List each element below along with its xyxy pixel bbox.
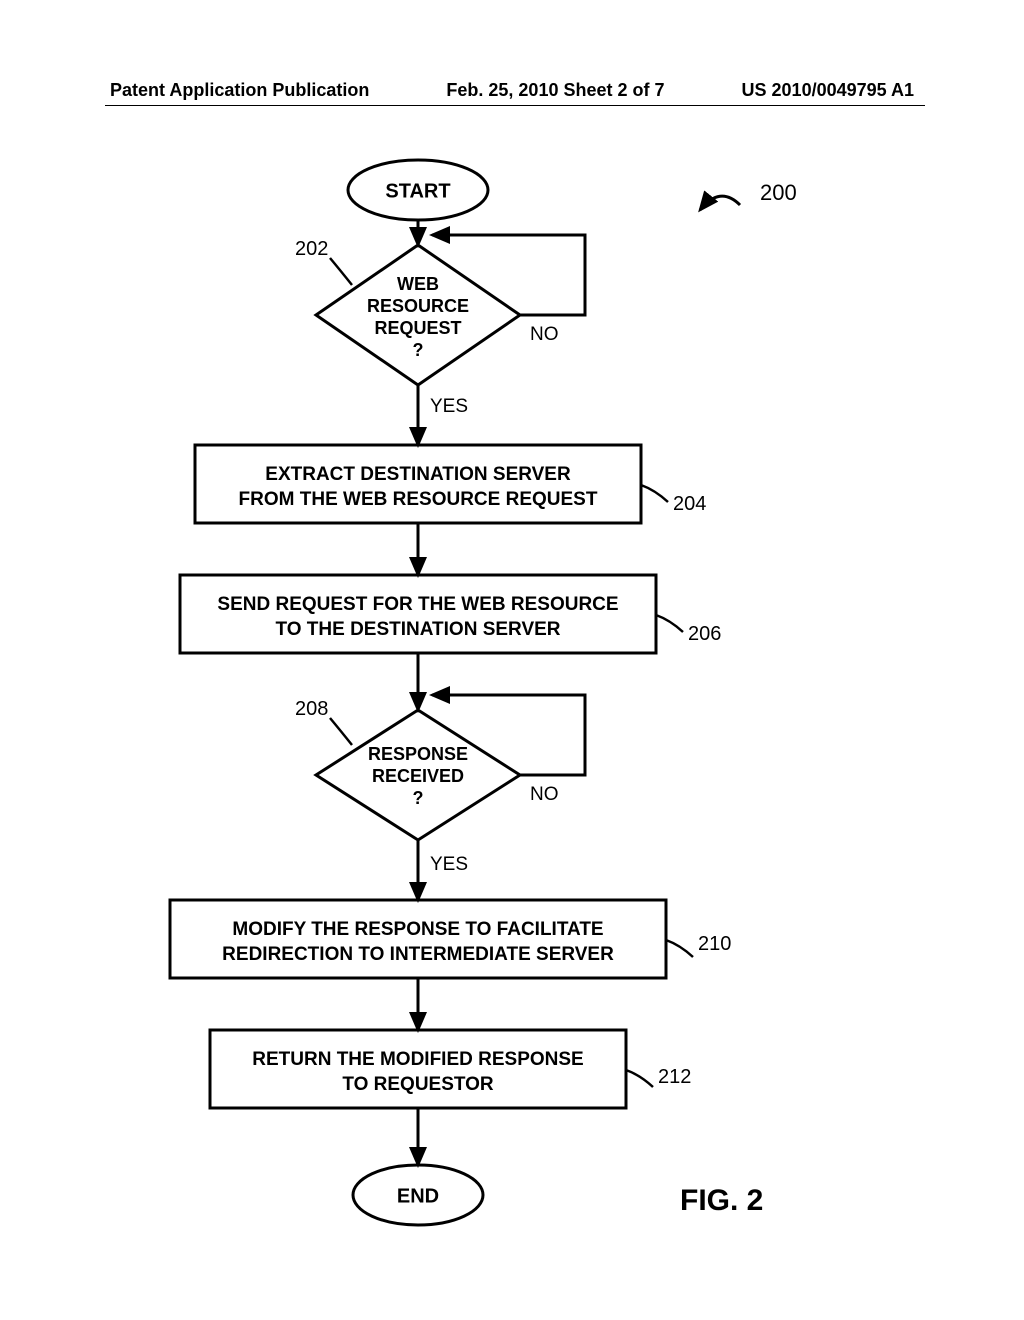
ref-202: 202	[295, 238, 328, 260]
header-right: US 2010/0049795 A1	[742, 80, 914, 101]
header-center: Feb. 25, 2010 Sheet 2 of 7	[446, 80, 664, 101]
d2-yes-label: YES	[430, 854, 468, 875]
svg-text:MODIFY THE RESPONSE TO FACILIT: MODIFY THE RESPONSE TO FACILITATE	[232, 919, 603, 940]
page-header: Patent Application Publication Feb. 25, …	[0, 80, 1024, 101]
ref-206: 206	[688, 623, 721, 645]
figure-label: FIG. 2	[680, 1184, 763, 1217]
ref-208: 208	[295, 698, 328, 720]
header-left: Patent Application Publication	[110, 80, 369, 101]
svg-text:?: ?	[413, 340, 424, 360]
flowchart-svg: 200 START WEB RESOURCE REQUEST ? 202 NO …	[0, 150, 1024, 1270]
d2-no-label: NO	[530, 784, 559, 805]
svg-text:SEND REQUEST FOR THE WEB RESOU: SEND REQUEST FOR THE WEB RESOURCE	[217, 594, 618, 615]
svg-text:RESOURCE: RESOURCE	[367, 296, 469, 316]
end-label: END	[397, 1185, 439, 1207]
d1-no-label: NO	[530, 324, 559, 345]
svg-text:REQUEST: REQUEST	[374, 318, 461, 338]
ref-210: 210	[698, 933, 731, 955]
ref-200: 200	[760, 180, 797, 205]
svg-text:REDIRECTION TO INTERMEDIATE SE: REDIRECTION TO INTERMEDIATE SERVER	[222, 944, 614, 965]
svg-text:RESPONSE: RESPONSE	[368, 744, 468, 764]
svg-text:EXTRACT DESTINATION SERVER: EXTRACT DESTINATION SERVER	[265, 464, 571, 485]
d1-yes-label: YES	[430, 396, 468, 417]
start-label: START	[385, 180, 450, 202]
svg-text:WEB: WEB	[397, 274, 439, 294]
svg-text:RETURN THE MODIFIED RESPONSE: RETURN THE MODIFIED RESPONSE	[252, 1049, 583, 1070]
svg-text:TO REQUESTOR: TO REQUESTOR	[342, 1074, 494, 1095]
svg-text:RECEIVED: RECEIVED	[372, 766, 464, 786]
svg-text:?: ?	[413, 788, 424, 808]
svg-text:TO THE DESTINATION SERVER: TO THE DESTINATION SERVER	[275, 619, 560, 640]
decision-web-resource: WEB RESOURCE REQUEST ?	[316, 245, 520, 385]
header-rule	[105, 105, 925, 106]
svg-text:FROM THE WEB RESOURCE REQUEST: FROM THE WEB RESOURCE REQUEST	[239, 489, 598, 510]
decision-response: RESPONSE RECEIVED ?	[316, 710, 520, 840]
ref-212: 212	[658, 1066, 691, 1088]
ref-204: 204	[673, 493, 706, 515]
